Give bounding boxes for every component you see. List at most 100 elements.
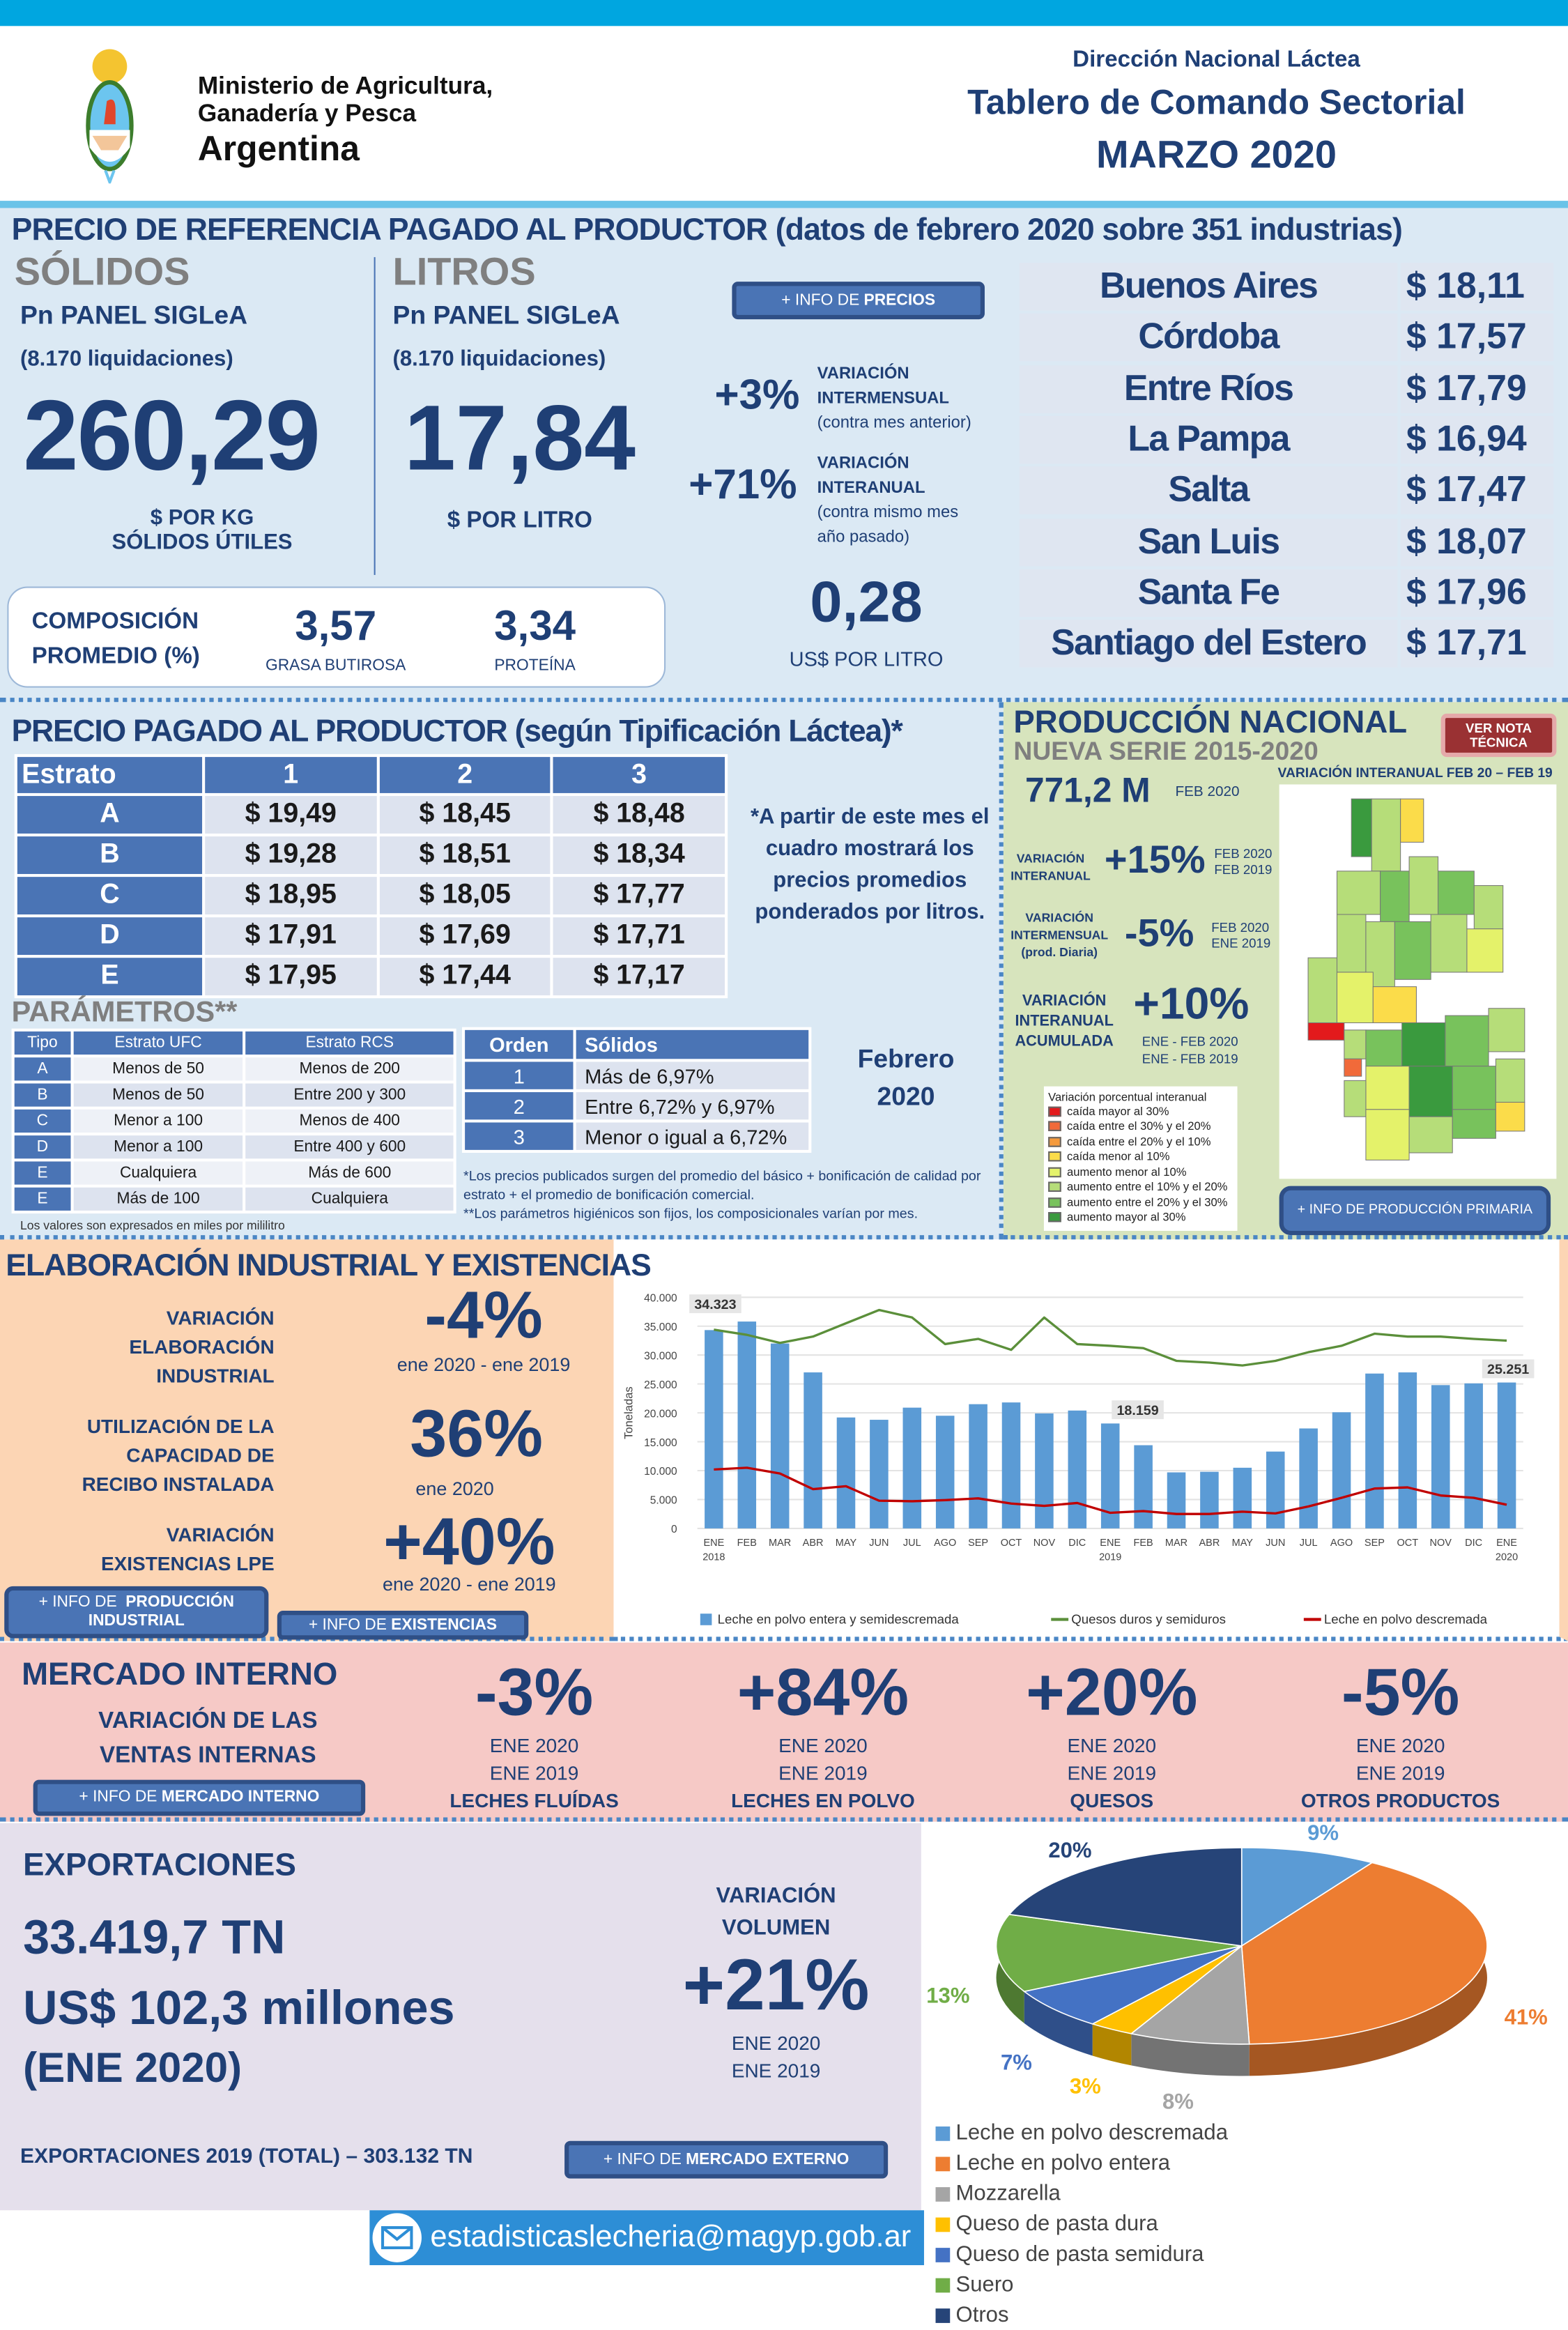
bar	[836, 1417, 856, 1528]
pie-data-label: 8%	[1162, 2089, 1194, 2112]
table-cell: E	[14, 1187, 71, 1211]
province-name: Buenos Aires	[1019, 263, 1398, 311]
x-tick-label: JUN	[1266, 1538, 1285, 1549]
info-precios-button[interactable]: + INFO DE PRECIOS	[732, 282, 985, 320]
legend-swatch	[1048, 1181, 1061, 1193]
label: INTERANUAL	[1015, 1012, 1114, 1030]
label: ELABORACIÓN	[129, 1336, 275, 1358]
table-cell: Menor a 100	[73, 1109, 243, 1133]
direction-name: Dirección Nacional Láctea	[1073, 47, 1360, 72]
cap-value: 36%	[410, 1395, 544, 1471]
pie-legend-item: Mozzarella	[935, 2179, 1239, 2209]
info-mercado-externo-button[interactable]: + INFO DE MERCADO EXTERNO	[564, 2140, 889, 2179]
mercado-product: QUESOS	[1070, 1790, 1154, 1812]
header-divider	[0, 201, 1568, 208]
button-prefix: + INFO DE	[38, 1593, 117, 1611]
label: VARIACIÓN	[166, 1524, 275, 1546]
y-tick-label: 0	[671, 1524, 677, 1535]
info-produccion-industrial-button[interactable]: + INFO DE PRODUCCIÓN INDUSTRIAL	[4, 1586, 269, 1639]
bar	[1497, 1382, 1516, 1528]
map-district	[1400, 798, 1424, 843]
intermensual-period: FEB 2020 ENE 2019	[1211, 920, 1270, 952]
legend-item: aumento entre el 10% y el 20%	[1048, 1179, 1233, 1195]
bar	[1001, 1402, 1021, 1528]
estrato-cell: E	[17, 958, 203, 996]
year: 2020	[877, 1082, 935, 1111]
table-row: D $ 17,91 $ 17,69 $ 17,71	[17, 917, 725, 956]
tipificacion-note: *A partir de este mes el cuadro mostrará…	[750, 804, 990, 925]
legend-swatch	[700, 1614, 712, 1625]
info-existencias-button[interactable]: + INFO DE EXISTENCIAS	[277, 1611, 529, 1640]
solidos-panel: Pn PANEL SIGLeA	[20, 300, 248, 330]
label: ACUMULADA	[1015, 1032, 1114, 1050]
legend-swatch	[1048, 1167, 1061, 1177]
info-mercado-interno-button[interactable]: + INFO DE MERCADO INTERNO	[33, 1779, 366, 1816]
legend-swatch	[935, 2125, 951, 2140]
bar	[902, 1407, 922, 1528]
mercado-variation: +84%	[737, 1654, 909, 1730]
data-label-bg	[689, 1294, 741, 1314]
button-bold: MERCADO EXTERNO	[686, 2150, 850, 2168]
button-prefix: + INFO DE	[603, 2150, 682, 2168]
legend-label: Queso de pasta semidura	[955, 2241, 1204, 2267]
label: VARIACIÓN	[817, 365, 909, 383]
x-tick-label: NOV	[1430, 1538, 1452, 1549]
table-cell: 1	[465, 1061, 574, 1089]
mercado-variation: -5%	[1341, 1654, 1460, 1730]
x-tick-label: AGO	[1330, 1538, 1353, 1549]
table-header: Orden Sólidos	[465, 1029, 809, 1059]
pie-legend-item: Queso de pasta semidura	[935, 2239, 1239, 2270]
legend-swatch	[1048, 1151, 1061, 1162]
y-tick-label: 20.000	[644, 1408, 677, 1420]
solidos-price: 260,29	[23, 380, 321, 491]
ver-nota-tecnica-button[interactable]: VER NOTA TÉCNICA	[1440, 713, 1557, 758]
y-tick-label: 5.000	[650, 1495, 677, 1507]
bar	[1233, 1467, 1252, 1528]
column-header: 2	[379, 757, 551, 793]
exist-period: ene 2020 - ene 2019	[383, 1573, 556, 1595]
price-cell: $ 17,71	[553, 917, 725, 956]
data-label: 25.251	[1487, 1362, 1529, 1377]
legend-swatch	[935, 2277, 951, 2292]
footnote: **Los parámetros higiénicos son fijos, l…	[463, 1206, 918, 1223]
bar	[935, 1416, 955, 1528]
period: FEB 2020	[1211, 920, 1270, 935]
legend-swatch	[935, 2186, 951, 2201]
legend-swatch	[935, 2216, 951, 2232]
x-tick-label: FEB	[737, 1538, 757, 1549]
solidos-unit-line1: $ POR KG	[150, 505, 254, 530]
pie-data-label: 7%	[1001, 2050, 1032, 2074]
coat-of-arms-logo	[84, 46, 136, 187]
province-price: $ 18,07	[1400, 518, 1554, 566]
province-row: Santa Fe $ 17,96	[1019, 569, 1554, 617]
legend-label: Otros	[955, 2302, 1009, 2328]
table-cell: Entre 6,72% y 6,97%	[576, 1091, 809, 1120]
bar	[1167, 1472, 1186, 1528]
interanual-value: +15%	[1104, 838, 1206, 882]
elab-value: -4%	[424, 1277, 543, 1353]
mercado-product: LECHES EN POLVO	[731, 1790, 915, 1812]
footer-email-link[interactable]: estadisticaslecheria@magyp.gob.ar	[430, 2220, 912, 2254]
elab-label: VARIACIÓN ELABORACIÓN INDUSTRIAL	[58, 1305, 275, 1391]
estrato-cell: C	[17, 877, 203, 915]
acumulada-label: VARIACIÓN INTERANUAL ACUMULADA	[1015, 991, 1113, 1052]
table-row: 1 Más de 6,97%	[465, 1061, 809, 1089]
country-name: Argentina	[197, 130, 360, 169]
label: CAPACIDAD DE	[126, 1444, 275, 1466]
bar	[1332, 1412, 1351, 1528]
map-district	[1401, 1022, 1446, 1067]
legend-label: aumento mayor al 30%	[1067, 1211, 1186, 1225]
period: ENE 2019	[1211, 936, 1271, 951]
table-header: Tipo Estrato UFC Estrato RCS	[14, 1031, 454, 1055]
table-cell: B	[14, 1083, 71, 1107]
solidos-unit: $ POR KG SÓLIDOS ÚTILES	[58, 505, 346, 554]
table-cell: Menor a 100	[73, 1135, 243, 1159]
button-prefix: + INFO DE	[308, 1616, 387, 1634]
map-district	[1488, 1008, 1525, 1052]
x-tick-label: ABR	[1199, 1538, 1220, 1549]
mercado-product: OTROS PRODUCTOS	[1300, 1790, 1500, 1812]
info-produccion-primaria-button[interactable]: + INFO DE PRODUCCIÓN PRIMARIA	[1279, 1186, 1551, 1236]
province-name: Salta	[1019, 466, 1398, 515]
province-name: Córdoba	[1019, 314, 1398, 362]
column-header: 1	[205, 757, 377, 793]
